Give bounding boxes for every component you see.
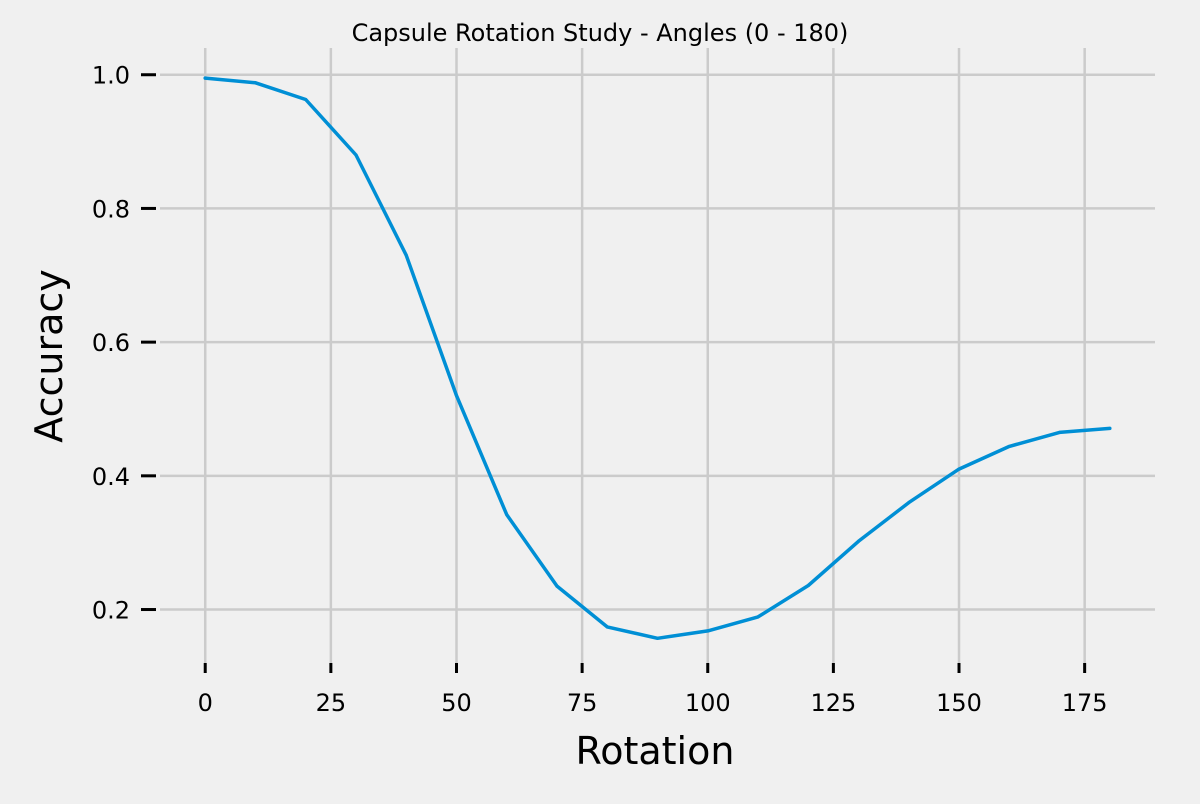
axis-ticks: 0 25 50 75 100 125 150 175 0.2 0.4 0.6 0.8 1.0 <box>92 62 1108 717</box>
chart-title: Capsule Rotation Study - Angles (0 - 180… <box>352 19 849 47</box>
y-tick-label: 1.0 <box>92 62 130 90</box>
x-tick-label: 100 <box>685 689 731 717</box>
data-point <box>1108 426 1112 430</box>
data-point <box>1007 444 1011 448</box>
data-point <box>907 501 911 505</box>
data-point <box>806 583 810 587</box>
x-tick-label: 150 <box>936 689 982 717</box>
data-point <box>605 625 609 629</box>
data-point <box>454 394 458 398</box>
grid-lines <box>160 48 1155 663</box>
data-point <box>203 76 207 80</box>
x-tick-label: 175 <box>1062 689 1108 717</box>
data-point <box>404 253 408 257</box>
series-lines <box>203 76 1112 641</box>
y-tick-label: 0.6 <box>92 329 130 357</box>
data-point <box>304 97 308 101</box>
y-tick-label: 0.2 <box>92 597 130 625</box>
x-tick-label: 125 <box>810 689 856 717</box>
data-point <box>756 615 760 619</box>
x-tick-label: 75 <box>567 689 598 717</box>
y-axis-label: Accuracy <box>27 269 71 443</box>
y-tick-label: 0.4 <box>92 463 130 491</box>
data-point <box>857 539 861 543</box>
data-point <box>706 629 710 633</box>
data-point <box>656 636 659 640</box>
data-point <box>354 153 358 157</box>
data-point <box>505 513 509 517</box>
data-point <box>1058 430 1062 434</box>
data-point <box>253 81 257 85</box>
x-tick-label: 50 <box>441 689 472 717</box>
data-point <box>555 584 559 588</box>
y-tick-label: 0.8 <box>92 195 130 223</box>
x-tick-label: 0 <box>198 689 213 717</box>
x-tick-label: 25 <box>316 689 347 717</box>
data-point <box>957 467 961 471</box>
x-axis-label: Rotation <box>576 729 735 773</box>
